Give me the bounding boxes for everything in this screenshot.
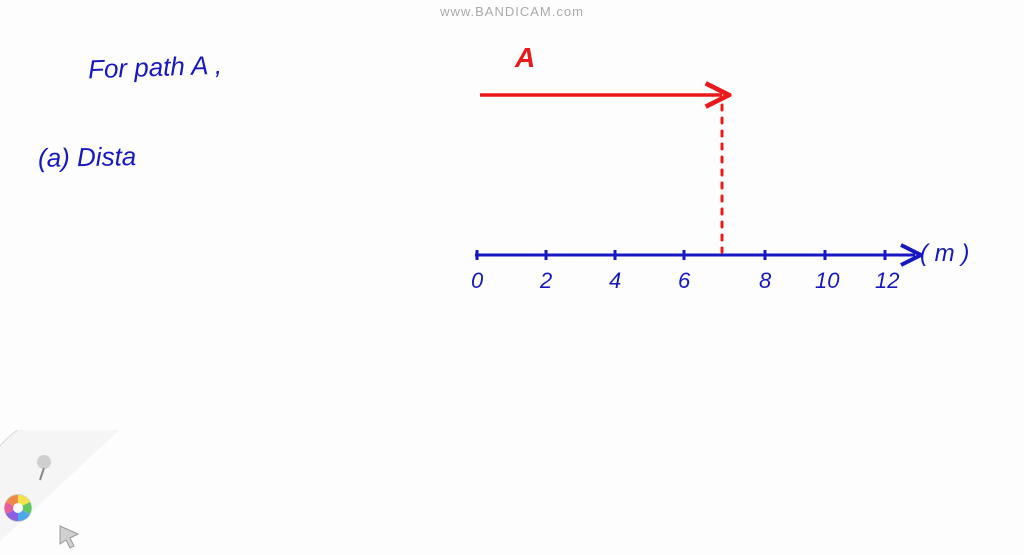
drawing-toolbar[interactable] [0,430,140,550]
cursor-icon[interactable] [60,526,78,548]
watermark: www.BANDICAM.com [440,4,584,19]
axis-tick-label: 8 [759,268,771,294]
axis-tick-label: 4 [609,268,621,294]
axis-tick-label: 0 [471,268,483,294]
axis-tick-label: 12 [875,268,899,294]
path-a-label: A [515,42,535,74]
axis-tick-label: 10 [815,268,839,294]
axis-tick-label: 2 [540,268,552,294]
heading-for-path: For path A , [87,50,222,86]
axis-tick-label: 6 [678,268,690,294]
axis-unit-label: ( m ) [920,240,969,268]
color-wheel-icon[interactable] [5,495,32,521]
motion-diagram: A ( m ) 0 2 4 6 8 10 12 [470,30,990,310]
question-label-a: (a) Dista [38,141,137,174]
